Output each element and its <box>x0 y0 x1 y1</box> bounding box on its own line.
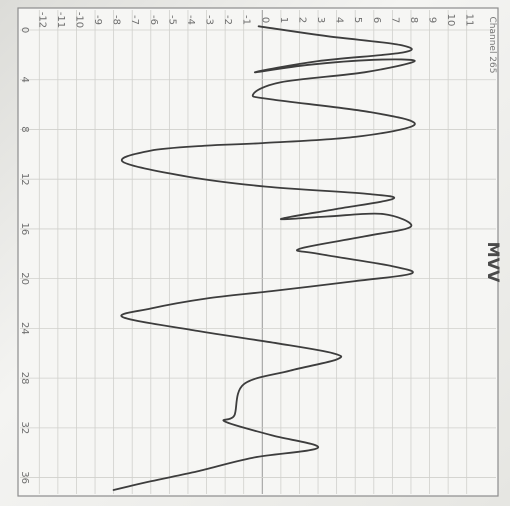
y-tick-label: 3 <box>315 17 326 23</box>
y-tick-label: -2 <box>222 15 233 25</box>
x-tick-label: 0 <box>19 27 30 33</box>
x-tick-label: 32 <box>19 421 30 434</box>
y-tick-label: 11 <box>464 14 475 27</box>
x-tick-label: 4 <box>19 77 30 83</box>
y-tick-label: -10 <box>73 12 84 28</box>
series-line <box>112 25 416 491</box>
side-labels: Channel 265 MVV <box>484 17 503 283</box>
x-tick-label: 28 <box>19 372 30 385</box>
y-tick-label: 2 <box>296 17 307 23</box>
y-tick-label: 1 <box>278 17 289 23</box>
y-tick-label: -6 <box>148 15 159 25</box>
y-tick-label: -8 <box>111 15 122 25</box>
y-tick-label: 8 <box>408 17 419 23</box>
y-tick-label: -3 <box>204 15 215 25</box>
x-tick-label: 8 <box>19 126 30 132</box>
y-tick-label: -9 <box>92 15 103 25</box>
bottom-right-label: MVV <box>484 242 503 283</box>
top-right-label: Channel 265 <box>487 17 497 74</box>
y-tick-label: 10 <box>445 14 456 27</box>
x-tick-label: 36 <box>19 471 30 484</box>
y-tick-label: -7 <box>129 15 140 25</box>
x-tick-label: 12 <box>19 173 30 186</box>
y-tick-label: -5 <box>166 15 177 25</box>
y-tick-label: -4 <box>185 15 196 25</box>
y-tick-label: 0 <box>259 17 270 23</box>
y-tick-label: -12 <box>36 12 47 28</box>
y-tick-label: 7 <box>389 17 400 23</box>
x-tick-label: 24 <box>19 322 30 335</box>
tick-labels: -12 -11 -10 -9 -8 -7 -6 -5 -4 -3 -2 -1 0 1 2 3 4 5 6 7 8 9 10 1… <box>19 12 475 484</box>
x-tick-label: 20 <box>19 272 30 285</box>
x-tick-label: 16 <box>19 223 30 236</box>
y-tick-label: 4 <box>334 17 345 23</box>
series-group <box>112 25 416 491</box>
y-tick-label: -11 <box>55 12 66 28</box>
y-tick-label: 5 <box>352 17 363 23</box>
y-tick-label: 9 <box>427 17 438 23</box>
y-tick-label: -1 <box>241 15 252 25</box>
plot-frame <box>17 7 499 497</box>
y-tick-label: 6 <box>371 17 382 23</box>
